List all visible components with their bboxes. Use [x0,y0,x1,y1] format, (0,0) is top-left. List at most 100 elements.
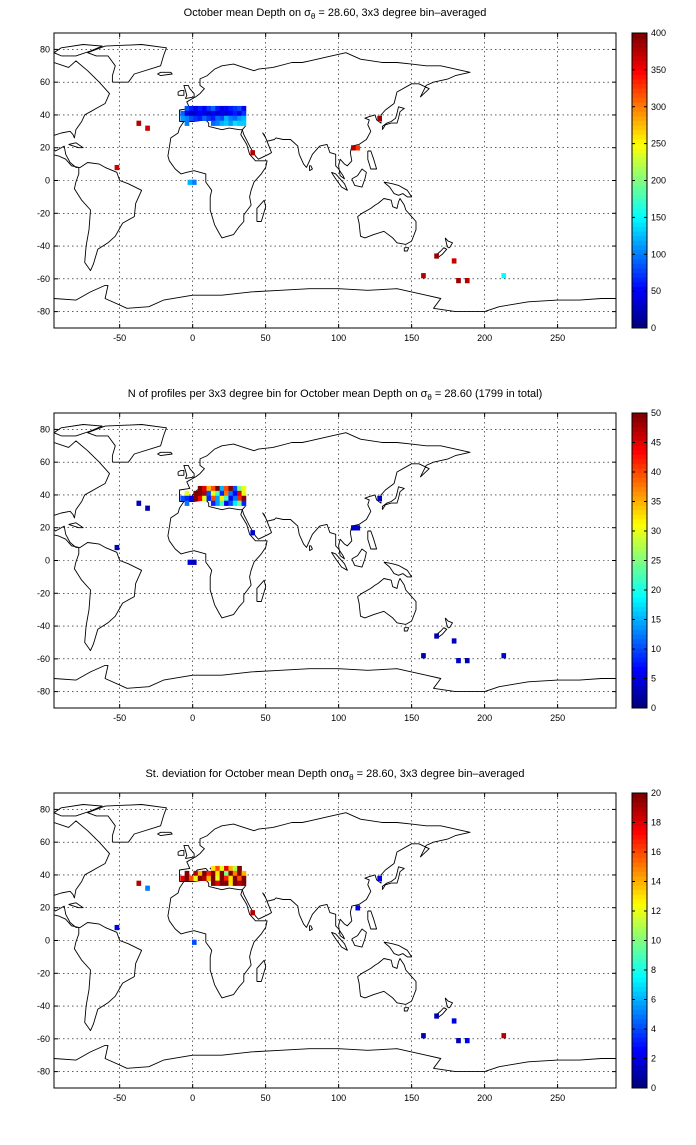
colorbar-step [632,300,647,306]
colorbar: 0 5 10 15 20 25 30 35 40 45 50 [631,408,661,713]
colorbar-step [632,657,647,663]
colorbar-tick-label: 6 [651,995,656,1005]
data-cell [434,633,439,639]
data-cell [215,105,220,112]
colorbar-step [632,601,647,607]
colorbar-step [632,500,647,506]
y-tick-label: -40 [37,241,50,251]
coastline-sumatra [331,171,348,191]
colorbar-step [632,97,647,103]
colorbar-step [632,268,647,274]
coastline-australia [357,198,417,245]
data-cell [355,145,361,151]
data-cell [219,115,225,121]
y-tick-label: 40 [40,110,50,120]
colorbar-step [632,254,647,260]
colorbar-step [632,148,647,154]
coastline-americas [54,820,143,1032]
colorbar-step [632,922,647,928]
colorbar-step [632,694,647,700]
colorbar-step [632,217,647,223]
coastline-nz_north [444,237,453,249]
colorbar-step [632,958,647,964]
colorbar-step [632,885,647,891]
colorbar-step [632,963,647,969]
data-cell [184,115,190,121]
colorbar-tick-label: 35 [651,497,661,507]
data-cell [501,273,507,279]
colorbar-step [632,454,647,460]
data-cell [232,110,238,117]
y-tick-label: -20 [37,208,50,218]
data-cell [191,939,197,945]
colorbar-step [632,281,647,287]
colorbar-step [632,528,647,534]
data-cell [219,490,225,497]
coastline-madagascar [256,579,267,602]
colorbar-step [632,436,647,442]
colorbar-step [632,1064,647,1070]
data-cell [180,495,185,501]
chart-title: St. deviation for October mean Depth onσ… [145,768,524,782]
colorbar-tick-label: 18 [651,818,661,828]
data-cell [206,490,212,497]
colorbar-tick-label: 45 [651,438,661,448]
colorbar-step [632,698,647,704]
colorbar-step [632,523,647,529]
colorbar-step [632,1028,647,1034]
title-part: St. deviation for October mean Depth on [145,768,342,780]
colorbar-step [632,143,647,149]
data-cell [202,105,207,112]
data-cell [215,120,220,126]
data-cell [184,875,190,881]
colorbar-step [632,634,647,640]
data-cell [210,115,216,121]
colorbar-tick-label: 200 [651,176,666,186]
x-tick-label: 250 [550,713,565,723]
colorbar-step [632,555,647,561]
data-cell [215,870,220,877]
data-cell [206,495,212,501]
colorbar-tick-label: 400 [651,28,666,38]
colorbar-tick-label: 40 [651,467,661,477]
data-cell [219,870,225,877]
y-tick-label: 60 [40,457,50,467]
data-cell [228,485,234,492]
colorbar-step [632,46,647,52]
coastline-greenland [87,44,167,83]
colorbar-step [632,1037,647,1043]
colorbar-step [632,1014,647,1020]
colorbar-step [632,1055,647,1061]
data-cell [237,485,242,492]
colorbar-step [632,991,647,997]
colorbar-step [632,482,647,488]
colorbar-tick-label: 0 [651,323,656,333]
data-cell [377,115,383,121]
colorbar-step [632,986,647,992]
data-cell [219,485,225,492]
chart-title: N of profiles per 3x3 degree bin for Oct… [128,388,543,402]
colorbar-step [632,825,647,831]
coastline-iceland [157,831,173,837]
colorbar-step [632,152,647,158]
data-cell [228,875,234,881]
colorbar-step [632,111,647,117]
colorbar-step [632,638,647,644]
colorbar-step [632,866,647,872]
data-cell [224,875,229,881]
x-tick-label: 100 [331,333,346,343]
colorbar-step [632,592,647,598]
colorbar-step [632,468,647,474]
y-tick-label: 0 [45,936,50,946]
data-cell [241,880,247,886]
colorbar-step [632,175,647,181]
colorbar-step [632,486,647,492]
coastline-cuba [68,142,84,149]
colorbar-step [632,597,647,603]
colorbar-step [632,277,647,283]
data-cell [237,110,242,117]
data-cell [228,115,234,121]
data-cell [187,179,193,185]
colorbar-step [632,661,647,667]
data-cell [224,500,229,506]
